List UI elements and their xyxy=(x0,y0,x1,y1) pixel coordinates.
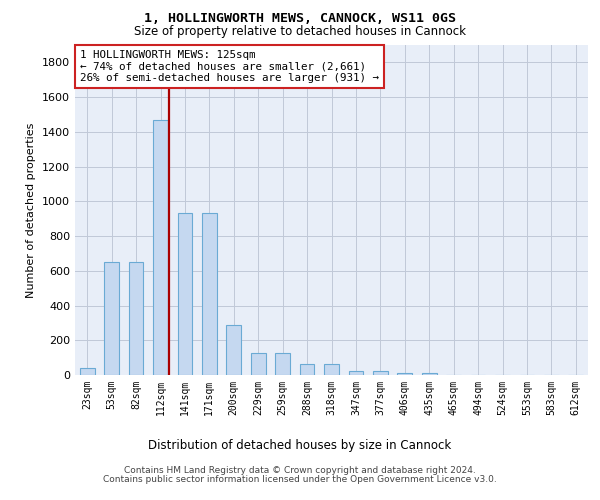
Bar xyxy=(324,364,339,375)
Bar xyxy=(202,212,217,375)
Bar xyxy=(129,262,143,375)
Bar xyxy=(178,212,192,375)
Y-axis label: Number of detached properties: Number of detached properties xyxy=(26,122,37,298)
Bar xyxy=(153,120,168,375)
Bar xyxy=(275,353,290,375)
Bar xyxy=(422,374,437,375)
Bar xyxy=(226,324,241,375)
Text: Contains public sector information licensed under the Open Government Licence v3: Contains public sector information licen… xyxy=(103,475,497,484)
Bar xyxy=(373,370,388,375)
Text: 1 HOLLINGWORTH MEWS: 125sqm
← 74% of detached houses are smaller (2,661)
26% of : 1 HOLLINGWORTH MEWS: 125sqm ← 74% of det… xyxy=(80,50,379,83)
Text: Distribution of detached houses by size in Cannock: Distribution of detached houses by size … xyxy=(148,440,452,452)
Text: 1, HOLLINGWORTH MEWS, CANNOCK, WS11 0GS: 1, HOLLINGWORTH MEWS, CANNOCK, WS11 0GS xyxy=(144,12,456,26)
Bar xyxy=(104,262,119,375)
Bar xyxy=(251,353,266,375)
Bar xyxy=(397,374,412,375)
Bar xyxy=(349,370,363,375)
Bar xyxy=(300,364,314,375)
Text: Contains HM Land Registry data © Crown copyright and database right 2024.: Contains HM Land Registry data © Crown c… xyxy=(124,466,476,475)
Text: Size of property relative to detached houses in Cannock: Size of property relative to detached ho… xyxy=(134,25,466,38)
Bar xyxy=(80,368,95,375)
